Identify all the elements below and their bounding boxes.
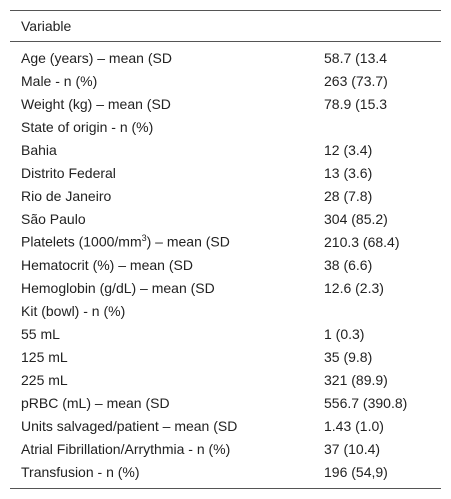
label-cell: Distrito Federal — [21, 164, 116, 181]
label-cell: Rio de Janeiro — [21, 187, 112, 204]
table-row: 55 mL 1 (0.3) — [10, 322, 441, 345]
table-row: Hematocrit (%) – mean (SD 38 (6.6) — [10, 253, 441, 276]
table-row: Age (years) – mean (SD 58.7 (13.4 — [10, 42, 441, 70]
table-row: Distrito Federal 13 (3.6) — [10, 161, 441, 184]
value-cell: 1 (0.3) — [324, 325, 365, 342]
label-cell: Kit (bowl) - n (%) — [21, 302, 126, 319]
label-cell: Hemoglobin (g/dL) – mean (SD — [21, 279, 215, 296]
value-cell: 38 (6.6) — [324, 256, 373, 273]
table-body: Age (years) – mean (SD 58.7 (13.4 Male - n… — [10, 42, 441, 489]
table-row: Hemoglobin (g/dL) – mean (SD 12.6 (2.3) — [10, 276, 441, 299]
label-cell: 55 mL — [21, 325, 60, 342]
table-row: Weight (kg) – mean (SD 78.9 (15.3 — [10, 92, 441, 115]
label-cell: Weight (kg) – mean (SD — [21, 95, 171, 112]
value-cell: 12 (3.4) — [324, 141, 373, 158]
table-row: Male - n (%) 263 (73.7) — [10, 69, 441, 92]
table-row: Units salvaged/patient – mean (SD 1.43 (1… — [10, 414, 441, 437]
label-cell: Bahia — [21, 141, 57, 158]
empty-cell — [324, 115, 441, 138]
value-cell: 28 (7.8) — [324, 187, 373, 204]
value-cell: 304 (85.2) — [324, 210, 388, 227]
label-cell: pRBC (mL) – mean (SD — [21, 394, 170, 411]
header-row: Variable — [10, 10, 441, 42]
empty-cell — [324, 299, 441, 322]
label-cell: Male - n (%) — [21, 72, 98, 89]
label-cell: 125 mL — [21, 348, 68, 365]
table-row: Bahia 12 (3.4) — [10, 138, 441, 161]
value-cell: 78.9 (15.3 — [324, 95, 388, 112]
table-row: State of origin - n (%) — [10, 115, 441, 138]
label-cell: State of origin - n (%) — [21, 118, 154, 135]
label-cell: Platelets (1000/mm3) – mean (SD — [10, 230, 324, 253]
value-cell: 321 (89.9) — [324, 371, 388, 388]
table-row: Rio de Janeiro 28 (7.8) — [10, 184, 441, 207]
value-cell: 58.7 (13.4 — [324, 49, 388, 66]
value-cell: 1.43 (1.0) — [324, 417, 384, 434]
label-cell: Age (years) – mean (SD — [21, 49, 172, 66]
value-cell: 556.7 (390.8) — [324, 394, 408, 411]
value-cell: 35 (9.8) — [324, 348, 373, 365]
table-row: 225 mL 321 (89.9) — [10, 368, 441, 391]
table-row: pRBC (mL) – mean (SD 556.7 (390.8) — [10, 391, 441, 414]
value-cell: 13 (3.6) — [324, 164, 373, 181]
value-cell: 210.3 (68.4) — [324, 233, 400, 250]
table-head: Variable — [10, 10, 441, 42]
value-cell: 196 (54,9) — [324, 463, 388, 480]
table-row: Atrial Fibrillation/Arrythmia - n (%) 37 … — [10, 437, 441, 460]
label-cell: Units salvaged/patient – mean (SD — [21, 417, 238, 434]
label-cell: São Paulo — [21, 210, 86, 227]
table-row: Transfusion - n (%) 196 (54,9) — [10, 460, 441, 489]
table-row: São Paulo 304 (85.2) — [10, 207, 441, 230]
label-cell: Hematocrit (%) – mean (SD — [21, 256, 193, 273]
table-row: Platelets (1000/mm3) – mean (SD 210.3 (68… — [10, 230, 441, 253]
table-row: Kit (bowl) - n (%) — [10, 299, 441, 322]
text-part: ) – mean (SD — [146, 233, 230, 250]
text-part: Platelets (1000/mm — [21, 233, 142, 250]
table-row: 125 mL 35 (9.8) — [10, 345, 441, 368]
value-cell: 37 (10.4) — [324, 440, 381, 457]
superscript: 3 — [141, 233, 147, 244]
header-cell: Variable — [10, 10, 441, 42]
label-cell: 225 mL — [21, 371, 68, 388]
label-cell: Atrial Fibrillation/Arrythmia - n (%) — [21, 440, 231, 457]
value-cell: 263 (73.7) — [324, 72, 388, 89]
value-cell: 12.6 (2.3) — [324, 279, 384, 296]
label-cell: Transfusion - n (%) — [21, 463, 140, 480]
data-table: Variable Age (years) – mean (SD 58.7 (13.… — [10, 10, 441, 489]
